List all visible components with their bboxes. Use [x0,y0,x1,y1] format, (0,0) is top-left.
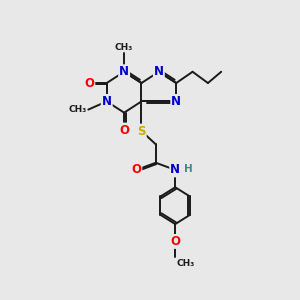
Text: N: N [154,65,164,78]
Text: H: H [184,164,193,174]
Text: CH₃: CH₃ [115,43,133,52]
Text: N: N [171,95,181,108]
Text: O: O [84,76,94,89]
Text: O: O [170,235,180,248]
Text: N: N [102,95,112,108]
Text: S: S [137,124,146,138]
Text: N: N [119,65,129,78]
Text: N: N [170,164,180,176]
Text: CH₃: CH₃ [68,105,87,114]
Text: CH₃: CH₃ [177,259,195,268]
Text: O: O [131,164,141,176]
Text: O: O [119,124,129,136]
